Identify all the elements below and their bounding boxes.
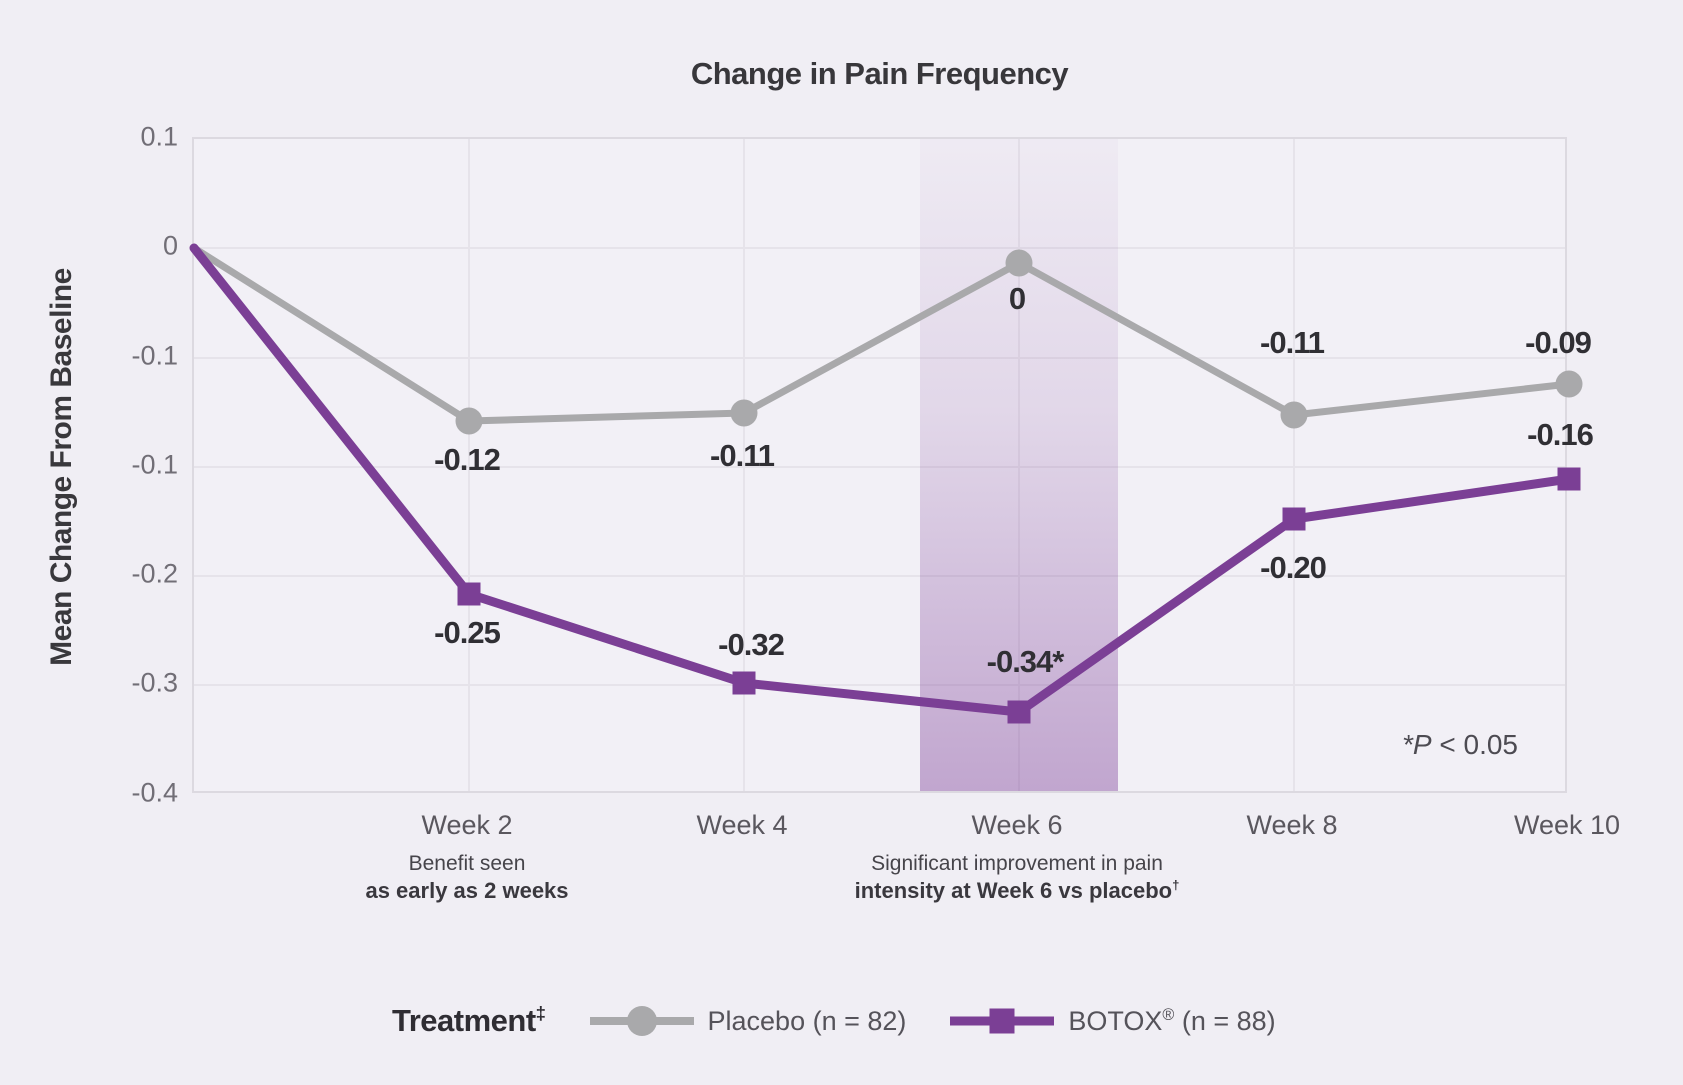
point-label: -0.11 [1260,325,1325,360]
x-tick-label: Week 6 [971,810,1063,840]
x-tick-label: Week 10 [1513,810,1621,840]
chart-title: Change in Pain Frequency [690,56,1069,91]
y-tick-label: 0.1 [140,121,178,152]
y-axis-title: Mean Change From Baseline [45,268,78,666]
y-tick-label: -0.1 [131,449,178,480]
y-tick-label: 0 [162,230,178,261]
botox-marker [732,671,756,695]
point-label: -0.25 [434,615,501,650]
annotation-line2: as early as 2 weeks [365,878,569,903]
legend: Treatment‡ Placebo (n = 82) BOTOX® (n = … [392,993,1276,1049]
placebo-marker [1555,370,1583,398]
botox-marker [457,582,481,606]
annotation-line2: intensity at Week 6 vs placebo† [854,877,1180,903]
placebo-marker [1280,401,1308,429]
placebo-legend-swatch [589,1006,694,1036]
series-line-placebo [190,244,1573,425]
placebo-circle-icon [626,1006,657,1036]
annotation-line1: Benefit seen [408,852,526,875]
y-tick-label: -0.1 [131,340,178,371]
point-label: -0.12 [434,442,501,477]
x-tick-label: Week 2 [421,810,513,840]
point-label: -0.20 [1260,550,1327,585]
botox-marker [1282,507,1306,531]
h-gridline [194,575,1565,577]
p-value-rest: < 0.05 [1431,729,1518,760]
botox-legend-label: BOTOX® (n = 88) [1068,1005,1276,1036]
v-gridline [1018,139,1020,791]
h-gridline [194,247,1565,249]
placebo-marker [455,407,483,435]
y-tick-label: -0.4 [131,777,178,808]
y-tick-label: -0.3 [131,667,178,698]
point-label: -0.34* [986,644,1065,679]
botox-square-icon [989,1008,1015,1034]
point-label: -0.09 [1525,325,1592,360]
point-label: -0.16 [1527,417,1594,452]
h-gridline [194,466,1565,468]
point-label: -0.32 [718,627,785,662]
p-value-note: *P < 0.05 [1402,729,1518,761]
series-line-botox [189,243,1574,717]
point-label: 0 [1008,281,1026,316]
legend-title: Treatment‡ [392,1002,546,1038]
botox-marker [1557,467,1581,491]
x-tick-label: Week 8 [1246,810,1338,840]
x-tick-label: Week 4 [696,810,788,840]
placebo-legend-label: Placebo (n = 82) [707,1005,907,1036]
v-gridline [468,139,470,791]
botox-legend-swatch [950,1006,1055,1036]
y-tick-label: -0.2 [131,558,178,589]
point-label: -0.11 [710,438,775,473]
p-value-italic: *P [1402,729,1432,760]
v-gridline [743,139,745,791]
v-gridline [1293,139,1295,791]
annotation-line1: Significant improvement in pain [871,852,1163,875]
registered-mark-sup: ® [1162,1005,1175,1024]
plot-area [189,137,1583,793]
placebo-marker [1005,249,1033,277]
h-gridline [194,684,1565,686]
h-gridline [194,357,1565,359]
botox-marker [1007,700,1031,724]
double-dagger-sup: ‡ [535,1002,546,1024]
placebo-marker [730,399,758,427]
series-lines [189,243,1583,724]
week6-highlight-band [920,139,1118,791]
